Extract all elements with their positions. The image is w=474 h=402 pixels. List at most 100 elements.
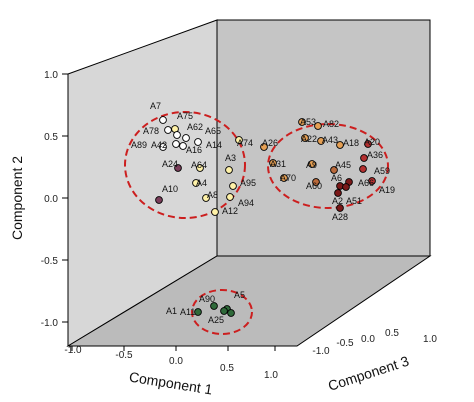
data-point xyxy=(172,140,180,148)
data-point-label: A14 xyxy=(206,140,222,150)
x-tick-label: -1.0 xyxy=(64,345,82,356)
y-tick-label: 1.0 xyxy=(44,70,58,81)
data-point-label: A22 xyxy=(301,134,317,144)
z-tick-label: 0.0 xyxy=(361,334,375,345)
data-point xyxy=(196,164,204,172)
data-point xyxy=(336,204,344,212)
y-axis: 1.0 0.5 0.0 -0.5 -1.0 Component 2 xyxy=(9,70,68,329)
z-tick-label: 1.0 xyxy=(423,334,437,345)
data-point-label: A3 xyxy=(225,153,236,163)
data-point-label: A8 xyxy=(207,190,218,200)
y-tick-label: -0.5 xyxy=(41,256,59,267)
data-point-label: A10 xyxy=(162,184,178,194)
z-tick-label: 0.5 xyxy=(385,328,399,339)
data-point xyxy=(360,154,368,162)
y-tick-label: 0.0 xyxy=(44,194,58,205)
data-point xyxy=(155,196,163,204)
data-point-label: A65 xyxy=(205,126,221,136)
data-point-label: A31 xyxy=(270,159,286,169)
y-tick-label: -1.0 xyxy=(41,318,59,329)
data-point xyxy=(280,174,288,182)
data-point-label: A19 xyxy=(379,185,395,195)
data-point-label: A6 xyxy=(331,173,342,183)
z-tick-label: -1.0 xyxy=(312,346,330,357)
floor xyxy=(66,255,432,347)
y-axis-title: Component 2 xyxy=(9,156,25,240)
data-point-label: A18 xyxy=(343,138,359,148)
data-point xyxy=(342,183,350,191)
data-point xyxy=(182,134,190,142)
data-point-label: A12 xyxy=(222,206,238,216)
data-point xyxy=(227,309,235,317)
data-point xyxy=(334,189,342,197)
data-point xyxy=(229,182,237,190)
data-point-label: A94 xyxy=(238,198,254,208)
x-tick-label: 0.5 xyxy=(220,363,234,374)
data-point xyxy=(308,160,316,168)
data-point-label: A95 xyxy=(240,178,256,188)
data-point-label: A25 xyxy=(208,315,224,325)
data-point xyxy=(179,142,187,150)
z-tick-label: -0.5 xyxy=(336,338,354,349)
data-point xyxy=(301,134,309,142)
data-point-label: A74 xyxy=(237,138,253,148)
data-point-label: A2 xyxy=(332,196,343,206)
data-point xyxy=(174,164,182,172)
data-point-label: A20 xyxy=(364,137,380,147)
x-tick-label: 0.0 xyxy=(169,356,183,367)
data-point xyxy=(173,131,181,139)
data-point xyxy=(210,302,218,310)
data-point-label: A5 xyxy=(234,290,245,300)
data-point-label: A43 xyxy=(322,135,338,145)
data-point xyxy=(194,138,202,146)
data-point-label: A59 xyxy=(374,166,390,176)
z-axis: -1.0 -0.5 0.0 0.5 1.0 Component 3 xyxy=(312,328,437,394)
cluster-left-ellipse xyxy=(124,111,246,219)
data-point xyxy=(314,122,322,130)
data-point xyxy=(159,143,167,151)
x-tick-label: -0.5 xyxy=(115,350,133,361)
data-point-label: A75 xyxy=(177,111,193,121)
points-layer xyxy=(155,116,376,317)
data-point-label: A1 xyxy=(166,306,177,316)
data-point-label: A4 xyxy=(196,178,207,188)
data-point-label: A78 xyxy=(143,126,159,136)
data-point-label: A70 xyxy=(280,173,296,183)
x-axis-title: Component 1 xyxy=(128,369,214,398)
data-point xyxy=(226,193,234,201)
y-tick-label: 0.5 xyxy=(44,132,58,143)
cluster-right-ellipse xyxy=(267,123,389,209)
data-point xyxy=(260,143,268,151)
data-point-label: A53 xyxy=(300,117,316,127)
data-point-label: A89 xyxy=(131,140,147,150)
data-point-label: A62 xyxy=(187,122,203,132)
data-point-label: A11 xyxy=(180,307,195,317)
data-point-label: A51 xyxy=(346,196,362,206)
data-point-label: A64 xyxy=(191,160,207,170)
data-point xyxy=(364,140,372,148)
data-point xyxy=(336,141,344,149)
data-point-label: A60 xyxy=(306,181,322,191)
x-axis: -1.0 -0.5 0.0 0.5 1.0 Component 1 xyxy=(64,345,278,398)
data-point-label: A90 xyxy=(199,294,215,304)
data-point-label: A42 xyxy=(151,140,167,150)
data-point-label: A16 xyxy=(186,145,202,155)
data-point xyxy=(211,208,219,216)
data-point xyxy=(192,179,200,187)
data-point xyxy=(312,178,320,186)
data-point xyxy=(298,118,306,126)
data-point xyxy=(269,159,277,167)
data-point xyxy=(202,194,210,202)
data-point-label: A66 xyxy=(358,178,374,188)
data-point xyxy=(194,308,202,316)
data-point xyxy=(164,126,172,134)
data-point-label: A9 xyxy=(306,160,317,170)
data-point-label: A26 xyxy=(262,138,278,148)
data-point-label: A36 xyxy=(367,150,383,160)
data-point xyxy=(368,177,376,185)
x-tick-label: 1.0 xyxy=(264,370,278,381)
cluster-bottom-ellipse xyxy=(191,289,253,335)
data-point xyxy=(359,165,367,173)
